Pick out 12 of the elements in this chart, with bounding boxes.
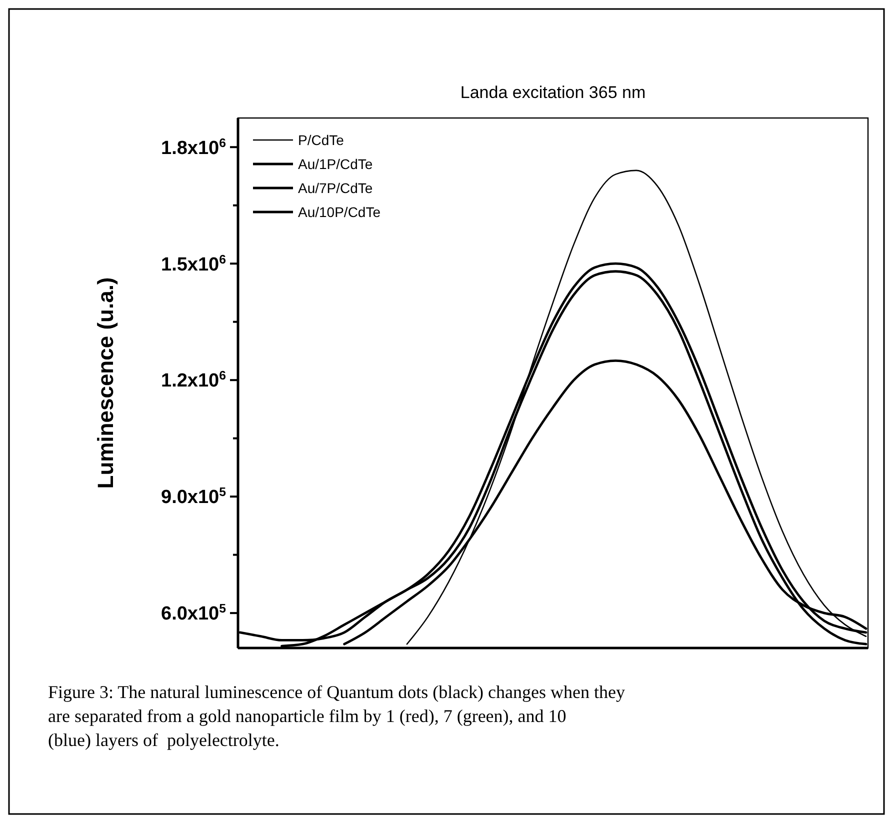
legend-label: Au/7P/CdTe xyxy=(298,180,373,196)
legend-label: P/CdTe xyxy=(298,132,344,148)
chart-title: Landa excitation 365 nm xyxy=(460,83,646,102)
legend-label: Au/1P/CdTe xyxy=(298,156,373,172)
y-tick-label: 1.5x10$^{6}$ xyxy=(161,252,226,276)
y-tick-label: 1.2x10$^{6}$ xyxy=(161,368,226,392)
y-tick-label: 1.8x10$^{6}$ xyxy=(161,136,226,159)
y-axis-title: Luminescence (u.a.) xyxy=(93,277,118,489)
y-tick-label: 9.0x10$^{5}$ xyxy=(161,485,226,508)
caption: Figure 3: The natural luminescence of Quantum dots (black) changes when they are separated from a gold nanoparticle film by 1 (red), 7 (green), and 10 (blue) layers of polyelectrolyte. xyxy=(48,682,625,750)
y-tick-label: 6.0x10$^{5}$ xyxy=(161,602,226,625)
legend-label: Au/10P/CdTe xyxy=(298,204,381,220)
